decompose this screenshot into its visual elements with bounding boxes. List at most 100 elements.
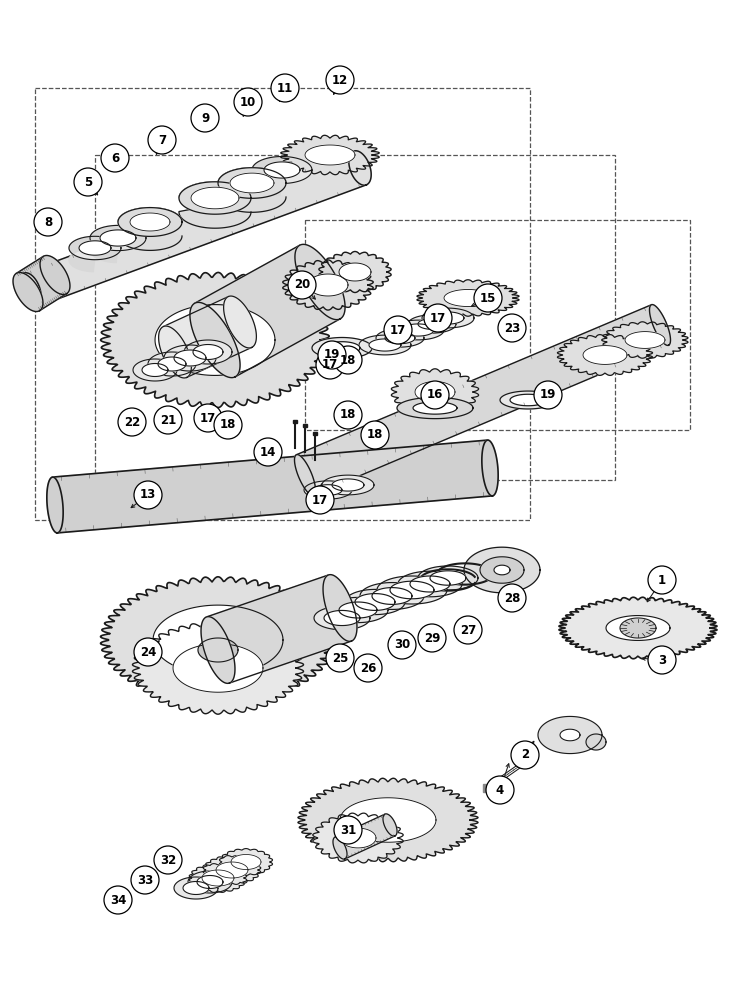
Polygon shape (324, 610, 360, 626)
Polygon shape (19, 273, 41, 307)
Text: 17: 17 (322, 359, 338, 371)
Polygon shape (308, 274, 348, 296)
Text: 13: 13 (140, 488, 156, 502)
Polygon shape (408, 315, 456, 333)
Polygon shape (47, 477, 63, 533)
Polygon shape (201, 617, 235, 683)
Polygon shape (319, 251, 391, 293)
Polygon shape (383, 814, 397, 836)
Circle shape (498, 584, 526, 612)
Polygon shape (415, 381, 455, 403)
Text: 10: 10 (240, 96, 256, 108)
Polygon shape (231, 855, 261, 869)
Polygon shape (649, 305, 671, 345)
Polygon shape (264, 162, 300, 178)
Polygon shape (40, 255, 70, 295)
Polygon shape (538, 716, 602, 754)
Bar (95, 155, 615, 480)
Text: 28: 28 (504, 591, 520, 604)
Circle shape (498, 314, 526, 342)
Circle shape (214, 411, 242, 439)
Polygon shape (557, 335, 653, 375)
Text: 14: 14 (260, 446, 276, 458)
Polygon shape (323, 575, 357, 641)
Text: 1: 1 (658, 574, 666, 586)
Polygon shape (392, 369, 479, 415)
Text: 18: 18 (340, 354, 356, 366)
Polygon shape (118, 208, 182, 250)
Polygon shape (402, 324, 434, 336)
Circle shape (421, 381, 449, 409)
Text: 2: 2 (521, 748, 529, 762)
Polygon shape (252, 157, 312, 183)
Polygon shape (179, 182, 251, 228)
Text: 4: 4 (496, 784, 504, 796)
Polygon shape (193, 345, 223, 359)
Polygon shape (345, 589, 405, 615)
Circle shape (326, 644, 354, 672)
Circle shape (648, 566, 676, 594)
Polygon shape (333, 837, 347, 859)
Text: 6: 6 (111, 151, 119, 164)
Text: 26: 26 (360, 662, 376, 674)
Polygon shape (602, 322, 688, 358)
Circle shape (104, 886, 132, 914)
Text: 18: 18 (340, 408, 356, 422)
Text: 18: 18 (367, 428, 383, 442)
Text: 15: 15 (479, 292, 496, 304)
Circle shape (424, 304, 452, 332)
Circle shape (486, 776, 514, 804)
Polygon shape (23, 151, 366, 307)
Circle shape (194, 404, 222, 432)
Polygon shape (398, 571, 462, 597)
Circle shape (234, 88, 262, 116)
Polygon shape (494, 565, 510, 575)
Polygon shape (198, 638, 238, 662)
Text: 19: 19 (539, 388, 556, 401)
Polygon shape (69, 236, 96, 272)
Polygon shape (500, 391, 556, 409)
Polygon shape (189, 864, 247, 892)
Polygon shape (203, 856, 261, 884)
Polygon shape (305, 145, 355, 165)
Text: 22: 22 (124, 416, 140, 428)
Polygon shape (174, 350, 206, 366)
Polygon shape (16, 256, 67, 311)
Text: 19: 19 (324, 349, 340, 361)
Polygon shape (163, 297, 252, 377)
Text: 17: 17 (390, 324, 406, 336)
Polygon shape (418, 566, 478, 590)
Polygon shape (118, 208, 182, 236)
Polygon shape (339, 602, 377, 618)
Polygon shape (179, 182, 251, 214)
Text: 29: 29 (424, 632, 440, 645)
Polygon shape (390, 581, 434, 599)
Polygon shape (324, 342, 360, 354)
Polygon shape (560, 729, 580, 741)
Circle shape (134, 638, 162, 666)
Polygon shape (252, 157, 283, 195)
Polygon shape (100, 577, 335, 703)
Text: 5: 5 (84, 176, 92, 188)
Polygon shape (188, 871, 232, 893)
Polygon shape (190, 302, 240, 378)
Polygon shape (281, 135, 379, 175)
Circle shape (316, 351, 344, 379)
Polygon shape (304, 481, 352, 499)
Polygon shape (183, 882, 209, 894)
Polygon shape (148, 352, 196, 376)
Circle shape (148, 126, 176, 154)
Polygon shape (494, 565, 510, 575)
Text: 30: 30 (394, 639, 410, 652)
Polygon shape (195, 245, 340, 377)
Polygon shape (142, 364, 168, 376)
Polygon shape (164, 345, 216, 371)
Polygon shape (314, 485, 342, 495)
Text: 31: 31 (340, 824, 356, 836)
Polygon shape (220, 849, 272, 875)
Circle shape (74, 168, 102, 196)
Polygon shape (444, 289, 492, 307)
Polygon shape (173, 644, 263, 692)
Circle shape (326, 66, 354, 94)
Polygon shape (349, 151, 371, 185)
